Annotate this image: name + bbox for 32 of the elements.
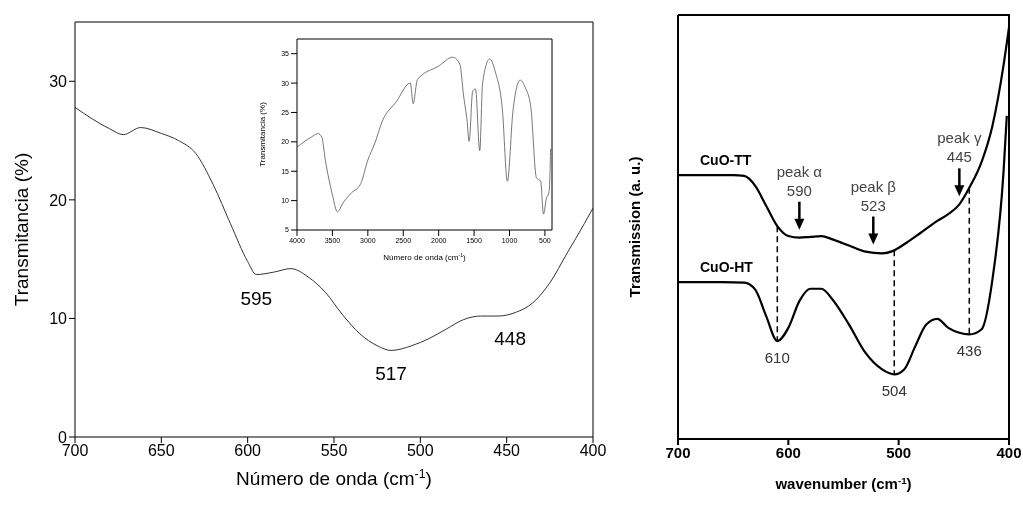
annotation: 595: [240, 287, 273, 309]
annotation: 448: [494, 327, 526, 349]
x-axis-title: Número de onda (cm$^{-1}$): [236, 467, 432, 489]
ref-line-label: 610: [764, 349, 790, 367]
x-tick-label: 450: [493, 442, 521, 460]
x-tick-label: 650: [147, 442, 175, 460]
y-axis-title: Transmitancia (%): [11, 152, 32, 307]
line-series: [297, 56, 551, 215]
annotation: 517: [375, 363, 407, 385]
annotation: peak α 590: [776, 162, 823, 199]
x-tick-label: 500: [886, 443, 912, 461]
y-tick-label: 20: [49, 191, 68, 209]
x-tick-label: 600: [234, 442, 262, 460]
x-tick-label: 400: [579, 442, 607, 460]
x-tick-label: 700: [665, 443, 691, 461]
x-tick-label: 400: [996, 443, 1022, 461]
y-tick-label: 10: [49, 310, 68, 328]
x-axis-title: wavenumber (cm$^{-1}$): [774, 474, 912, 492]
x-tick-label: 600: [775, 443, 801, 461]
y-axis-title: Transmission (a. u.): [626, 156, 643, 298]
x-axis-title: Número de onda (cm$^{-1}$): [383, 252, 467, 262]
ref-line-label: 504: [881, 382, 907, 400]
ref-line-label: 436: [956, 342, 982, 360]
y-axis-title: Transmitancia (%): [258, 101, 267, 167]
annotation: peak β 523: [850, 177, 897, 214]
x-tick-label: 500: [406, 442, 434, 460]
annotation: peak γ 445: [937, 129, 982, 166]
x-tick-label: 700: [61, 442, 89, 460]
y-tick-label: 30: [49, 72, 68, 90]
x-tick-label: 550: [320, 442, 348, 460]
series-label: CuO-HT: [700, 259, 754, 276]
series-label: CuO-TT: [700, 152, 752, 169]
